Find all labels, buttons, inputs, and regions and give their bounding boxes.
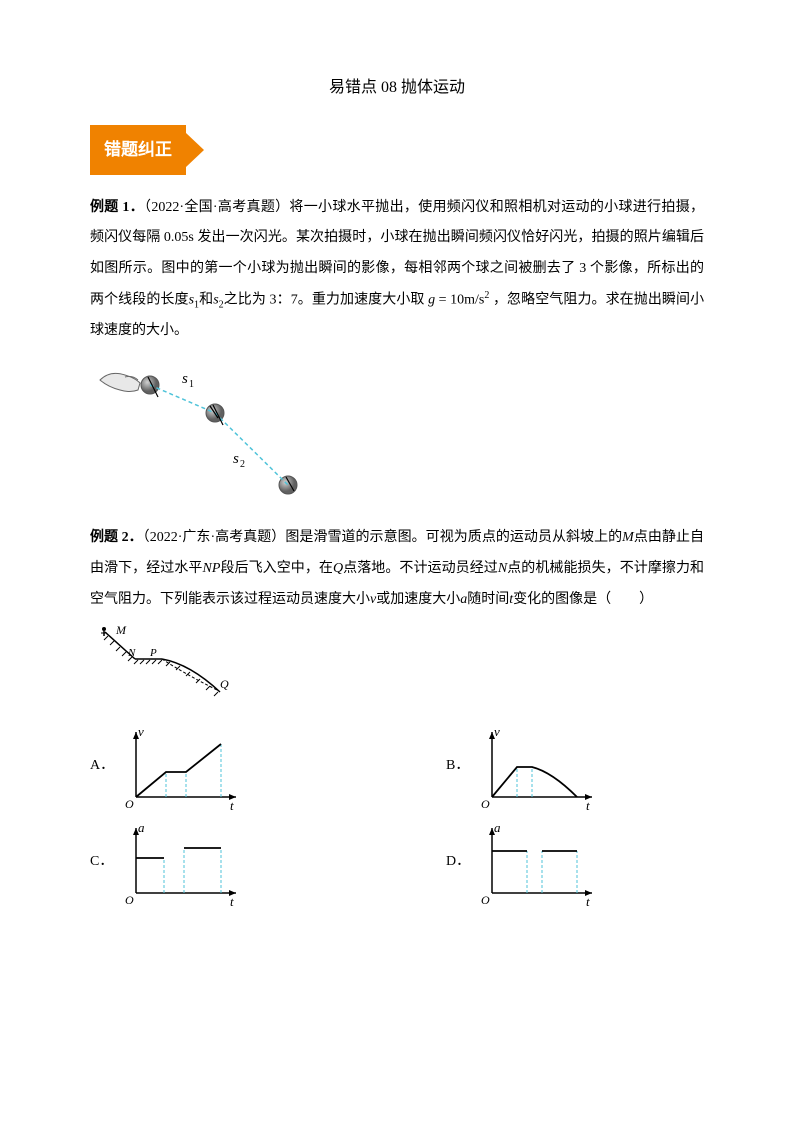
option-B: B． v t O — [446, 722, 602, 812]
svg-text:v: v — [138, 724, 144, 739]
section-banner: 错题纠正 — [90, 125, 704, 174]
option-C: C． a t O — [90, 818, 246, 908]
svg-text:s: s — [182, 371, 188, 387]
option-D-label: D． — [446, 847, 466, 878]
svg-text:N: N — [127, 647, 136, 659]
text-and: 和 — [199, 293, 213, 308]
var-Q: Q — [333, 561, 343, 576]
chart-A: v t O — [116, 722, 246, 812]
example-2: 例题 2．（2022·广东·高考真题）图是滑雪道的示意图。可视为质点的运动员从斜… — [90, 523, 704, 615]
example-2-ski-figure: M N P Q — [90, 624, 704, 704]
option-B-label: B． — [446, 751, 466, 782]
svg-text:a: a — [138, 820, 145, 835]
example-2-label: 例题 2． — [90, 530, 143, 545]
example-1-text-2: 之比为 3：7。重力加速度大小取 — [224, 293, 425, 308]
example-1-figure: s 1 s 2 — [90, 355, 704, 505]
var-N: N — [498, 561, 507, 576]
option-A-label: A． — [90, 751, 110, 782]
example-2-text-1: （2022·广东·高考真题）图是滑雪道的示意图。可视为质点的运动员从斜坡上的 — [143, 530, 622, 545]
var-M: M — [622, 530, 634, 545]
svg-text:M: M — [115, 624, 127, 637]
options-row-2: C． a t O D． a t O — [90, 818, 704, 908]
chart-B: v t O — [472, 722, 602, 812]
options-row-1: A． v t O B． v t O — [90, 722, 704, 812]
example-2-text-4: 点落地。不计运动员经过 — [343, 561, 498, 576]
svg-text:s: s — [233, 451, 239, 467]
svg-text:v: v — [494, 724, 500, 739]
svg-text:t: t — [230, 894, 234, 908]
svg-text:2: 2 — [240, 459, 245, 470]
banner-arrow-icon — [186, 133, 204, 167]
page-title: 易错点 08 抛体运动 — [90, 70, 704, 105]
chart-C: a t O — [116, 818, 246, 908]
example-2-text-7: 随时间 — [467, 592, 509, 607]
var-NP: NP — [203, 561, 221, 576]
svg-text:t: t — [586, 798, 590, 812]
option-D: D． a t O — [446, 818, 602, 908]
example-2-text-8: 变化的图像是（ ） — [513, 592, 653, 607]
option-A: A． v t O — [90, 722, 246, 812]
var-g-sup: 2 — [484, 290, 489, 301]
svg-text:O: O — [481, 893, 490, 907]
example-2-text-6: 或加速度大小 — [376, 592, 460, 607]
svg-text:O: O — [125, 893, 134, 907]
svg-text:O: O — [481, 797, 490, 811]
svg-text:a: a — [494, 820, 501, 835]
svg-text:1: 1 — [189, 379, 194, 390]
example-1-label: 例题 1． — [90, 200, 144, 215]
chart-D: a t O — [472, 818, 602, 908]
svg-text:Q: Q — [220, 677, 229, 691]
svg-text:t: t — [586, 894, 590, 908]
banner-label: 错题纠正 — [90, 125, 186, 174]
example-2-text-3: 段后飞入空中，在 — [220, 561, 333, 576]
var-g-val: = 10m/s — [439, 293, 485, 308]
svg-text:P: P — [149, 647, 157, 659]
var-g: g — [428, 293, 435, 308]
svg-text:O: O — [125, 797, 134, 811]
example-1: 例题 1．（2022·全国·高考真题）将一小球水平抛出，使用频闪仪和照相机对运动… — [90, 193, 704, 348]
example-1-text-1: （2022·全国·高考真题）将一小球水平抛出，使用频闪仪和照相机对运动的小球进行… — [90, 200, 704, 308]
svg-text:t: t — [230, 798, 234, 812]
option-C-label: C． — [90, 847, 110, 878]
